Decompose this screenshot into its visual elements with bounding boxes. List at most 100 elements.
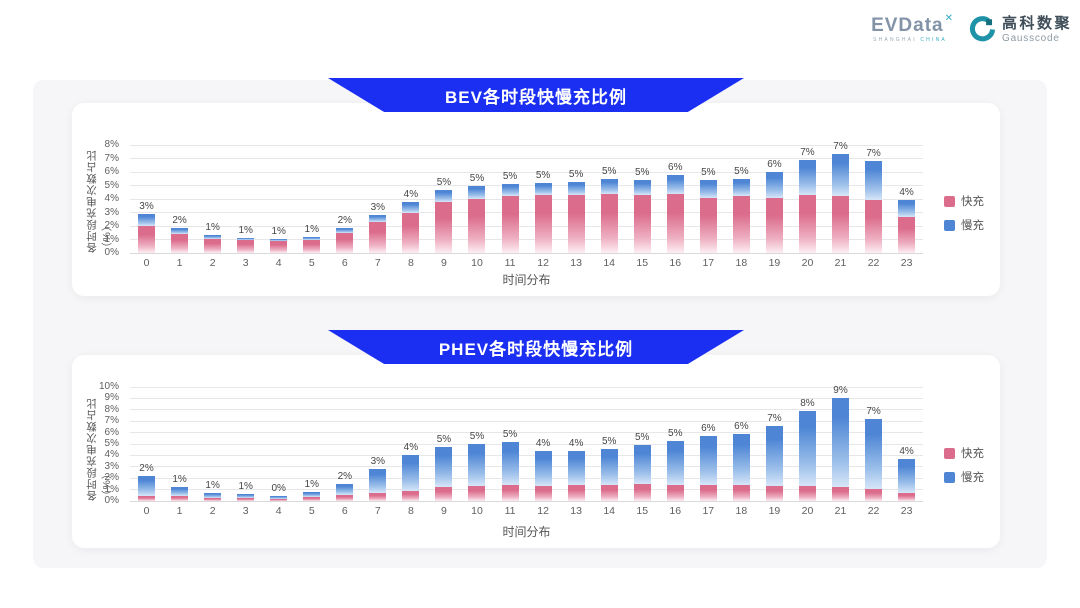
gridline: [130, 185, 923, 186]
bar-segment-slow: [237, 494, 255, 499]
bar-slot: 7%: [824, 142, 857, 253]
bar-segment-fast: [666, 485, 684, 501]
bar: [633, 445, 651, 501]
bar-value-label: 2%: [172, 215, 187, 227]
bar-slot: 1%: [295, 480, 328, 501]
bar-slot: 7%: [857, 407, 890, 501]
bar-segment-fast: [468, 486, 486, 501]
bar-segment-slow: [303, 492, 321, 497]
y-tick-label: 1%: [104, 233, 119, 245]
bar-value-label: 5%: [436, 176, 452, 188]
bar: [204, 492, 222, 501]
bar-segment-fast: [765, 486, 783, 501]
gridline: [130, 466, 923, 468]
legend-item-fast: 快充: [944, 193, 984, 209]
gridline: [130, 500, 923, 502]
bar-segment-slow: [369, 469, 387, 493]
bar-value-label: 5%: [535, 169, 551, 181]
x-tick-label: 3: [242, 257, 249, 269]
bar-slot: 6%: [659, 163, 692, 253]
y-tick-label: 4%: [104, 193, 119, 204]
bar-value-label: 5%: [635, 166, 650, 178]
bar-segment-slow: [501, 184, 519, 197]
bar-segment-slow: [237, 237, 255, 241]
bar-slot: 7%: [758, 412, 791, 501]
bar-segment-fast: [303, 239, 321, 253]
bar: [898, 458, 916, 501]
bar-segment-slow: [336, 483, 354, 496]
bar-value-label: 1%: [304, 223, 319, 235]
bar: [898, 200, 916, 253]
phev-chart-title: PHEV各时段快慢充比例: [438, 339, 634, 359]
bar-segment-slow: [832, 154, 849, 197]
bar-value-label: 5%: [568, 168, 584, 180]
bar-value-label: 4%: [568, 437, 584, 449]
bar-segment-slow: [832, 398, 849, 488]
y-tick-label: 8%: [104, 403, 119, 415]
bar: [765, 172, 783, 253]
fast-charge-swatch-icon: [944, 195, 955, 207]
bar-slot: 2%: [328, 471, 361, 501]
bar-segment-slow: [765, 172, 783, 198]
x-tick-label: 19: [768, 257, 781, 269]
bar-slot: 4%: [394, 443, 427, 501]
bar-slot: 3%: [361, 203, 394, 253]
bar-segment-slow: [138, 213, 156, 226]
bar: [534, 182, 552, 253]
x-tick-label: 6: [341, 505, 348, 517]
gridline: [130, 252, 923, 254]
bar-slot: 1%: [163, 475, 196, 501]
bar-slot: 2%: [130, 464, 163, 501]
bar: [534, 450, 552, 501]
y-tick-label: 3%: [104, 206, 119, 218]
gridline: [130, 489, 923, 491]
bar-slot: 5%: [527, 169, 560, 253]
x-tick-label: 1: [176, 257, 183, 269]
bar: [468, 444, 486, 501]
bar-value-label: 1%: [271, 226, 286, 238]
bar-value-label: 7%: [767, 412, 782, 424]
bar-segment-slow: [534, 182, 552, 195]
bar-segment-slow: [402, 201, 420, 213]
bar-slot: 5%: [494, 172, 527, 253]
bar: [138, 476, 156, 501]
gausscode-mark-icon: [969, 16, 996, 42]
x-tick-label: 6: [341, 257, 348, 269]
x-tick-label: 17: [702, 257, 715, 269]
bar-segment-fast: [138, 495, 156, 501]
bar-value-label: 4%: [899, 187, 914, 199]
bar-segment-slow: [534, 450, 552, 487]
gridline: [130, 158, 923, 159]
bar: [237, 237, 255, 253]
bar-slot: 5%: [626, 433, 659, 501]
bar-value-label: 5%: [734, 166, 749, 178]
bar-segment-slow: [369, 215, 387, 222]
x-tick-label: 22: [867, 257, 880, 269]
bar-segment-fast: [832, 196, 849, 253]
x-tick-label: 4: [275, 505, 282, 517]
legend-label-slow: 慢充: [961, 220, 984, 232]
x-tick-label: 8: [407, 257, 414, 269]
bev-chart-title: BEV各时段快慢充比例: [445, 87, 627, 107]
x-tick-label: 7: [374, 505, 381, 517]
bar-slot: 3%: [361, 457, 394, 501]
bar: [832, 154, 849, 253]
evdata-tagline-city: SHANGHAI: [873, 37, 917, 44]
bar-segment-slow: [798, 411, 816, 487]
bar-segment-fast: [138, 226, 156, 253]
bar: [171, 487, 189, 501]
y-tick-label: 5%: [104, 179, 119, 191]
bar-slot: 6%: [725, 421, 758, 501]
bar-slot: 7%: [857, 149, 890, 253]
bar-value-label: 0%: [271, 482, 286, 494]
bar-slot: 8%: [791, 399, 824, 501]
x-tick-label: 13: [570, 505, 582, 517]
bar-value-label: 7%: [800, 146, 815, 158]
bar-slot: 7%: [791, 146, 824, 253]
x-tick-label: 3: [242, 505, 249, 517]
bar: [567, 181, 585, 253]
bar-slot: 5%: [460, 173, 493, 253]
bar-segment-fast: [633, 483, 651, 501]
phev-y-axis: 0% 1% 2% 3% 4% 5% 6% 7% 8% 9% 10%: [86, 382, 124, 506]
bar-segment-slow: [633, 445, 651, 484]
